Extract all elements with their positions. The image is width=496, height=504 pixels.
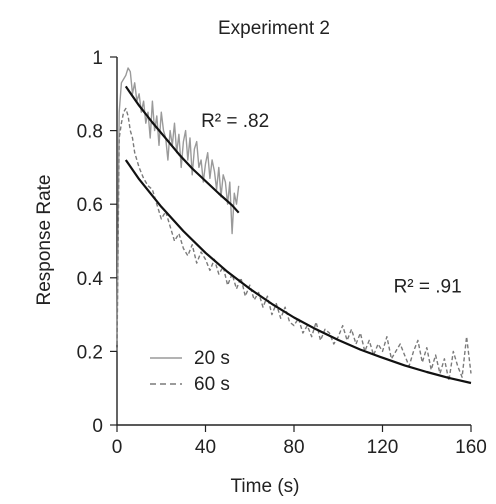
y-tick-label: 0.8 xyxy=(77,122,103,143)
y-tick-label: 0.4 xyxy=(77,269,104,290)
chart-title: Experiment 2 xyxy=(218,18,330,39)
series-line-2 xyxy=(116,107,472,382)
y-tick-label: 0.2 xyxy=(77,342,103,363)
x-tick-label: 0 xyxy=(112,437,123,458)
legend: 20 s 60 s xyxy=(150,348,230,395)
x-axis-label: Time (s) xyxy=(230,476,300,497)
x-tick-label: 160 xyxy=(455,437,487,458)
y-tick-label: 0.6 xyxy=(77,195,103,216)
legend-label-2: 60 s xyxy=(194,374,230,395)
fit-curve-2 xyxy=(124,159,472,385)
y-tick-label: 1 xyxy=(92,48,103,69)
x-tick-label: 40 xyxy=(195,437,216,458)
legend-label-1: 20 s xyxy=(194,348,230,369)
plot-area: R² = .82 R² = .91 xyxy=(116,57,472,426)
x-tick-label: 80 xyxy=(283,437,304,458)
fit-curve-1 xyxy=(124,85,240,214)
y-tick-label: 0 xyxy=(92,416,103,437)
r-squared-label-1: R² = .82 xyxy=(201,111,269,132)
series-line-1 xyxy=(116,67,240,345)
x-tick-label: 120 xyxy=(367,437,399,458)
y-axis-label: Response Rate xyxy=(34,174,55,306)
axis-ticks: 0 0.2 0.4 0.6 0.8 1 0 40 80 120 160 xyxy=(77,48,487,458)
r-squared-label-2: R² = .91 xyxy=(394,277,462,298)
